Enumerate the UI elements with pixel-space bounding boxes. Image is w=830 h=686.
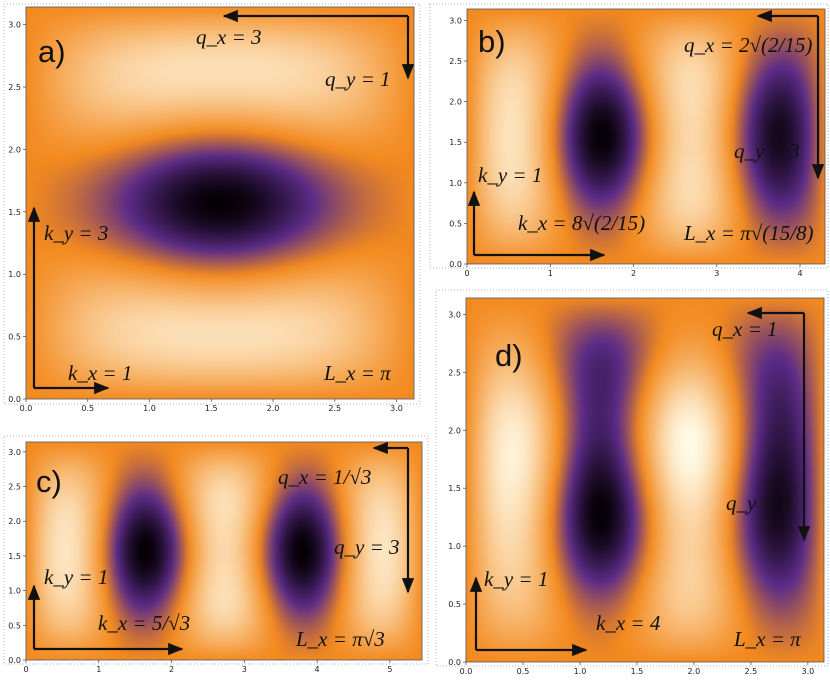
heatmap-image (466, 298, 824, 662)
y-tick-label: 1.0 (8, 587, 21, 596)
y-tick-label: 2.0 (8, 517, 21, 526)
qy-annotation: q_y = 3 (734, 139, 800, 163)
x-tick-label: 0 (23, 665, 28, 674)
x-tick-label: 1.0 (574, 667, 587, 676)
x-tick-label: 2.0 (267, 404, 280, 413)
y-tick-label: 2.0 (448, 426, 461, 435)
y-tick-label: 0.0 (448, 658, 461, 667)
y-tick-label: 1.5 (8, 552, 21, 561)
y-tick-label: 3.0 (449, 16, 462, 25)
y-tick-label: 1.0 (448, 542, 461, 551)
heatmap-image (467, 9, 825, 264)
x-tick-label: 0.0 (460, 667, 473, 676)
y-tick-label: 2.5 (449, 57, 462, 66)
panel-c: 0 1 2 3 4 5 0.0 0.5 1.0 1.5 2.0 2.5 3.0 c) k_x = 5/√3 k… (3, 435, 429, 674)
x-tick-label: 3 (242, 665, 247, 674)
kx-annotation: k_x = 4 (596, 611, 661, 635)
x-tick-label: 1.5 (205, 404, 218, 413)
panel-a: 0.0 0.5 1.0 1.5 2.0 2.5 3.0 0.0 0.5 1.0 1.5 2.0 2.5 3… (3, 3, 421, 413)
y-tick-label: 1.5 (449, 138, 462, 147)
x-tick-label: 2.5 (745, 667, 758, 676)
qy-annotation: q_y = 3 (334, 535, 400, 559)
kx-annotation: k_x = 8√(2/15) (518, 211, 645, 235)
lx-annotation: L_x = π (733, 627, 801, 651)
panel-frame (3, 435, 429, 665)
x-tick-label: 1.5 (631, 667, 644, 676)
y-tick-label: 1.0 (449, 179, 462, 188)
plot-border (466, 8, 826, 265)
x-tick-label: 5 (387, 665, 392, 674)
x-tick-label: 2.0 (688, 667, 701, 676)
x-tick-label: 0 (464, 269, 469, 278)
qy-annotation: q_y = 1 (325, 67, 391, 91)
y-tick-label: 0.5 (449, 219, 462, 228)
x-tick-label: 0.0 (20, 404, 33, 413)
y-tick-label: 2.5 (8, 83, 21, 92)
lx-annotation: L_x = π (323, 361, 391, 385)
qy-annotation: q_y = 4 (726, 491, 792, 515)
y-tick-label: 2.0 (8, 145, 21, 154)
y-tick-label: 2.0 (449, 98, 462, 107)
y-tick-label: 0.0 (449, 260, 462, 269)
panel-label: c) (36, 464, 62, 499)
qx-annotation: q_x = 3 (196, 25, 262, 49)
qx-annotation: q_x = 1/√3 (278, 465, 371, 489)
x-tick-label: 0.5 (81, 404, 94, 413)
y-tick-label: 3.0 (448, 310, 461, 319)
panel-d: 0.0 0.5 1.0 1.5 2.0 2.5 3.0 0.0 0.5 1.0 1.5 2.0 2.5 3… (435, 289, 829, 676)
y-tick-label: 0.5 (8, 333, 21, 342)
ky-annotation: k_y = 1 (478, 163, 542, 187)
x-tick-label: 3 (714, 269, 719, 278)
x-tick-label: 2 (169, 665, 174, 674)
y-tick-label: 2.5 (8, 483, 21, 492)
y-tick-label: 1.5 (8, 208, 21, 217)
x-tick-label: 1 (548, 269, 553, 278)
y-tick-label: 2.5 (448, 368, 461, 377)
plot-border (465, 297, 825, 663)
lx-annotation: L_x = π√3 (295, 627, 385, 651)
ky-annotation: k_y = 1 (484, 567, 548, 591)
panel-label: a) (38, 34, 66, 69)
heatmap-image (26, 442, 422, 660)
y-tick-label: 1.5 (448, 484, 461, 493)
x-tick-label: 1.0 (143, 404, 156, 413)
y-tick-label: 0.5 (448, 600, 461, 609)
x-tick-label: 4 (315, 665, 320, 674)
panel-label: b) (478, 24, 506, 59)
x-tick-label: 4 (797, 269, 802, 278)
x-tick-label: 0.5 (517, 667, 530, 676)
x-tick-label: 3.0 (801, 667, 814, 676)
kx-annotation: k_x = 5/√3 (98, 611, 190, 635)
x-tick-label: 2.5 (328, 404, 341, 413)
panel-frame (435, 289, 829, 667)
y-tick-label: 3.0 (8, 21, 21, 30)
heatmap-image (26, 7, 414, 399)
panel-frame (429, 3, 829, 269)
y-tick-label: 0.0 (8, 656, 21, 665)
x-tick-label: 3.0 (390, 404, 403, 413)
kx-annotation: k_x = 1 (68, 361, 132, 385)
y-tick-label: 1.0 (8, 270, 21, 279)
x-tick-label: 2 (631, 269, 636, 278)
ky-annotation: k_y = 3 (44, 221, 108, 245)
ky-annotation: k_y = 1 (44, 565, 108, 589)
y-tick-label: 3.0 (8, 448, 21, 457)
panel-label: d) (495, 338, 523, 373)
y-tick-label: 0.5 (8, 621, 21, 630)
qx-annotation: q_x = 1 (712, 317, 778, 341)
x-tick-label: 1 (96, 665, 101, 674)
panel-frame (3, 3, 421, 405)
plot-border (25, 441, 423, 661)
y-tick-label: 0.0 (8, 395, 21, 404)
plot-border (25, 6, 415, 400)
panel-b: 0 1 2 3 4 0.0 0.5 1.0 1.5 2.0 2.5 3.0 b) k_x = 8√(2/1… (429, 3, 829, 278)
qx-annotation: q_x = 2√(2/15) (684, 33, 812, 57)
lx-annotation: L_x = π√(15/8) (683, 221, 814, 245)
